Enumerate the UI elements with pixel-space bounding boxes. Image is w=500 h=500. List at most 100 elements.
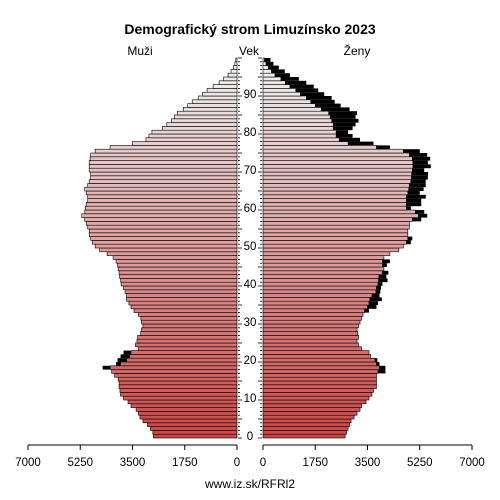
female-excess-age-97 — [268, 65, 279, 70]
female-bar-age-67 — [262, 179, 412, 184]
male-bar-age-71 — [88, 164, 238, 169]
x-tick-label: 3500 — [120, 457, 146, 469]
female-bar-age-27 — [262, 331, 358, 336]
male-bar-age-78 — [145, 137, 238, 142]
male-bar-age-31 — [140, 316, 238, 321]
female-bar-age-82 — [262, 122, 334, 127]
male-bar-age-54 — [88, 228, 238, 234]
male-bar-age-48 — [106, 251, 238, 256]
male-bar-age-27 — [140, 331, 238, 336]
male-bar-age-30 — [141, 319, 238, 325]
female-excess-age-88 — [310, 99, 335, 104]
x-axis-left: 7000 5250 3500 1750 0 — [15, 444, 240, 469]
male-bar-age-15 — [117, 376, 238, 382]
female-bar-age-19 — [262, 361, 377, 367]
female-excess-age-17 — [377, 369, 386, 374]
female-excess-age-85 — [328, 111, 358, 115]
female-excess-age-81 — [333, 126, 353, 131]
male-bar-age-80 — [151, 129, 238, 135]
female-excess-age-41 — [378, 278, 388, 283]
female-bar-age-70 — [262, 167, 413, 173]
female-bar-age-28 — [262, 327, 358, 332]
male-bar-age-57 — [84, 217, 238, 222]
age-tick-label: 0 — [247, 431, 253, 443]
male-bar-age-99 — [235, 57, 238, 63]
female-bar-age-15 — [262, 376, 377, 382]
female-bar-age-24 — [262, 342, 359, 348]
age-tick-label: 50 — [244, 241, 257, 253]
right-label-women: Ženy — [344, 43, 371, 58]
female-bar-age-22 — [262, 350, 370, 355]
male-bar-age-45 — [117, 262, 238, 268]
female-excess-age-20 — [374, 358, 378, 362]
female-bar-age-55 — [262, 224, 410, 230]
female-excess-age-68 — [411, 175, 428, 180]
male-bar-age-87 — [187, 103, 238, 108]
female-bar-age-11 — [262, 392, 373, 397]
female-excess-age-60 — [406, 206, 411, 210]
male-bar-age-79 — [148, 133, 238, 139]
female-bar-age-47 — [262, 255, 385, 260]
male-bar-age-53 — [88, 232, 238, 237]
male-bar-age-16 — [114, 373, 238, 378]
male-bar-age-33 — [133, 308, 238, 313]
male-bar-age-56 — [85, 221, 238, 226]
female-bar-age-68 — [262, 175, 412, 180]
male-bar-age-81 — [162, 126, 238, 131]
male-bar-age-12 — [119, 388, 238, 393]
female-bar-age-99 — [262, 57, 265, 63]
female-bar-age-66 — [262, 183, 410, 188]
female-bar-age-21 — [262, 354, 371, 359]
male-bar-age-6 — [138, 411, 238, 416]
female-bar-age-76 — [262, 145, 377, 150]
male-bar-age-88 — [191, 99, 238, 104]
female-excess-age-62 — [406, 198, 422, 203]
female-excess-age-77 — [348, 141, 374, 146]
female-excess-age-87 — [315, 103, 341, 108]
male-bar-age-89 — [197, 95, 238, 101]
female-bar-age-48 — [262, 251, 391, 256]
source-label: www.iz.sk/RFRl2 — [204, 477, 295, 491]
male-bar-age-23 — [138, 346, 238, 351]
female-bar-age-51 — [262, 240, 407, 245]
x-tick-label: 0 — [260, 457, 266, 469]
female-excess-age-71 — [412, 164, 431, 169]
male-bar-age-22 — [130, 350, 238, 355]
male-bar-age-62 — [87, 198, 238, 203]
female-bar-age-17 — [262, 369, 379, 374]
age-tick-label: 80 — [244, 127, 257, 139]
male-bars — [81, 57, 238, 439]
male-bar-age-70 — [88, 167, 238, 173]
female-excess-age-93 — [285, 80, 307, 85]
female-bar-age-95 — [262, 72, 276, 78]
male-bar-age-64 — [85, 190, 238, 196]
male-bar-age-92 — [212, 84, 238, 89]
female-excess-age-39 — [376, 286, 381, 290]
male-bar-age-32 — [138, 312, 238, 317]
male-bar-age-95 — [227, 72, 238, 78]
male-bar-age-68 — [90, 175, 238, 180]
male-bar-age-8 — [130, 403, 238, 408]
female-excess-age-36 — [369, 297, 382, 302]
male-bar-age-67 — [88, 179, 238, 184]
female-excess-age-78 — [339, 137, 361, 142]
female-bar-age-30 — [262, 319, 361, 325]
female-bar-age-43 — [262, 270, 383, 275]
female-bar-age-75 — [262, 148, 404, 154]
male-bar-age-74 — [90, 152, 238, 158]
female-bar-age-45 — [262, 262, 383, 268]
female-bar-age-69 — [262, 171, 412, 177]
female-excess-age-80 — [336, 130, 349, 134]
female-bar-age-26 — [262, 335, 359, 340]
male-bar-age-86 — [182, 107, 238, 112]
age-tick-label: 90 — [244, 89, 257, 101]
female-bar-age-2 — [262, 426, 349, 431]
female-bar-age-33 — [262, 308, 365, 313]
male-bar-age-72 — [88, 160, 238, 165]
female-excess-age-73 — [412, 156, 431, 161]
male-bar-age-26 — [137, 335, 238, 340]
female-bar-age-18 — [262, 365, 380, 370]
female-excess-age-95 — [274, 73, 290, 77]
female-bar-age-6 — [262, 411, 358, 416]
male-bar-age-13 — [118, 384, 238, 389]
